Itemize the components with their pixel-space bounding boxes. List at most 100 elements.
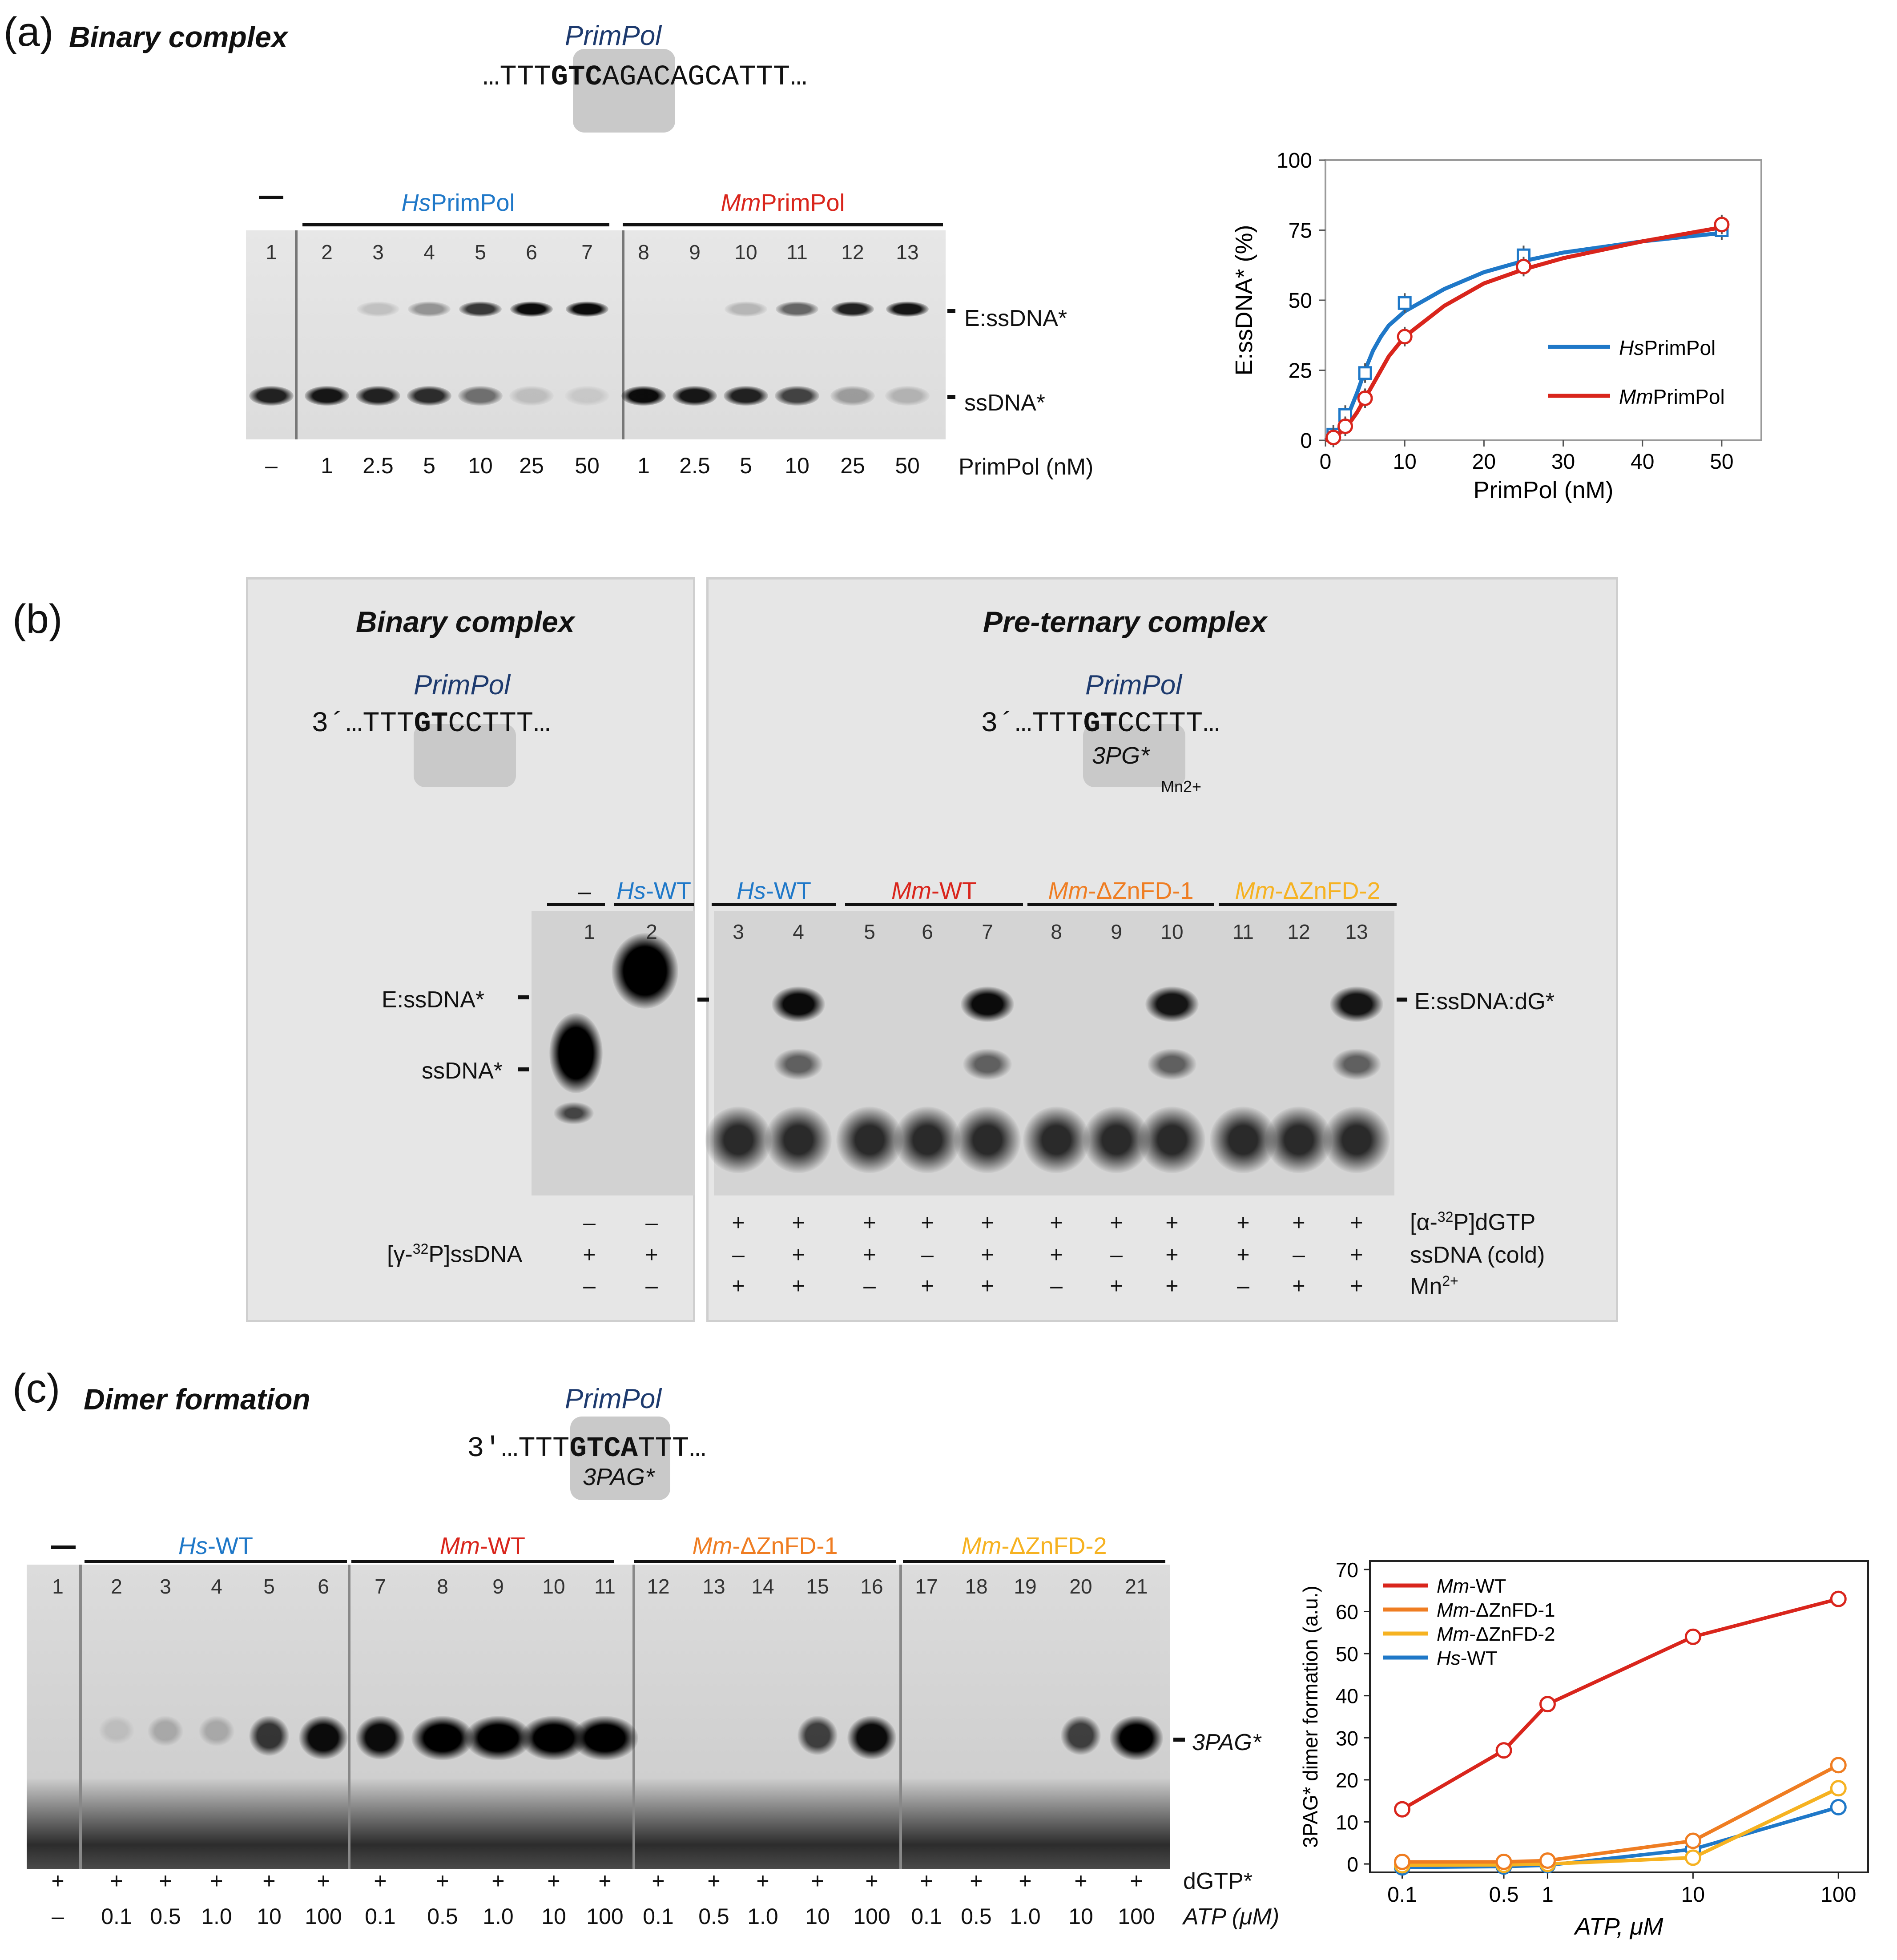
lane-number: 18 xyxy=(965,1575,988,1598)
conc-value: 2.5 xyxy=(679,453,710,478)
gel-band xyxy=(566,302,608,317)
x-tick-label: 0.1 xyxy=(1387,1883,1417,1907)
gel-band xyxy=(621,386,666,406)
atp-value: 0.5 xyxy=(150,1904,181,1929)
band-marker xyxy=(697,998,709,1002)
x-axis-label: PrimPol (nM) xyxy=(1473,477,1613,503)
dgtp-sign: + xyxy=(652,1868,665,1893)
x-tick-label: 10 xyxy=(1393,450,1416,474)
header-bar xyxy=(351,1560,614,1563)
hs-header-bar xyxy=(302,223,609,226)
group-header-mm-wt: Mm-WT xyxy=(440,1533,525,1559)
header-bar xyxy=(85,1560,347,1563)
lane-number: 1 xyxy=(584,920,595,943)
lane-number: 8 xyxy=(638,241,649,264)
atp-value: 10 xyxy=(805,1904,830,1929)
condition-sign: + xyxy=(863,1242,876,1267)
plot-frame xyxy=(1369,1560,1869,1873)
data-point xyxy=(1325,430,1341,446)
group-header-hs-wt: Hs-WT xyxy=(737,877,811,904)
incoming-nucleotide: 3PG* xyxy=(1092,742,1150,769)
conc-value: 5 xyxy=(740,453,752,478)
gel-divider xyxy=(79,1565,82,1869)
condition-sign: – xyxy=(1110,1242,1123,1267)
atp-value: 1.0 xyxy=(747,1904,778,1929)
dgtp-sign: + xyxy=(317,1868,330,1893)
emsa-gel-a: 1 2 3 4 5 6 7 8 9 10 11 12 13 xyxy=(246,230,946,439)
gel-band xyxy=(249,1716,289,1756)
band-label-ternary: E:ssDNA:dG* xyxy=(1414,989,1555,1014)
x-tick-label: 1 xyxy=(1542,1883,1554,1907)
lane-number: 10 xyxy=(1160,920,1184,943)
group-header-znfd1: Mm-ΔZnFD-1 xyxy=(692,1533,838,1559)
lane-number: 12 xyxy=(1287,920,1310,943)
data-point xyxy=(1394,1801,1411,1818)
dimer-gel xyxy=(27,1565,1170,1869)
condition-sign: + xyxy=(1050,1242,1063,1267)
conc-value: 1 xyxy=(321,453,333,478)
condition-sign: – xyxy=(921,1242,934,1267)
gel-band xyxy=(509,386,554,406)
atp-value: 100 xyxy=(305,1904,342,1929)
primpol-label: PrimPol xyxy=(565,20,662,51)
x-tick-label: 20 xyxy=(1472,450,1496,474)
dgtp-sign: + xyxy=(110,1868,123,1893)
data-point xyxy=(1357,390,1373,406)
condition-sign: – xyxy=(732,1242,745,1267)
condition-sign: – xyxy=(1050,1273,1063,1298)
lane-number: 3 xyxy=(733,920,744,943)
condition-sign: + xyxy=(981,1210,994,1235)
lane-number: 16 xyxy=(860,1575,883,1598)
gel-band xyxy=(305,386,349,406)
gel-band xyxy=(1023,1107,1090,1173)
control-header: – xyxy=(578,879,591,905)
gel-band xyxy=(885,386,930,406)
lane-number: 7 xyxy=(581,241,593,264)
gel-divider xyxy=(348,1565,350,1869)
condition-sign: – xyxy=(863,1273,876,1298)
gel-band xyxy=(836,1107,903,1173)
group-header-mm-wt: Mm-WT xyxy=(891,877,977,904)
atp-value: 0.5 xyxy=(698,1904,729,1929)
header-bar xyxy=(1219,903,1397,906)
lane-number: 7 xyxy=(375,1575,386,1598)
manganese-label: Mn2+ xyxy=(1161,777,1202,796)
condition-sign: + xyxy=(921,1273,934,1298)
data-point xyxy=(1830,1780,1847,1797)
atp-value: 100 xyxy=(853,1904,890,1929)
gel-band xyxy=(765,1107,832,1173)
condition-sign: + xyxy=(981,1242,994,1267)
data-point xyxy=(1830,1757,1847,1774)
gel-band xyxy=(847,1716,896,1759)
header-bar xyxy=(634,1560,896,1563)
x-tick-label: 0.5 xyxy=(1489,1883,1519,1907)
y-tick-label: 10 xyxy=(1336,1811,1358,1834)
atp-value: 100 xyxy=(1118,1904,1155,1929)
legend-label: Hs-WT xyxy=(1437,1647,1498,1669)
lane-number: 13 xyxy=(1345,920,1368,943)
group-header-znfd1: Mm-ΔZnFD-1 xyxy=(1048,877,1194,904)
lane-number: 4 xyxy=(793,920,804,943)
x-tick-label: 0 xyxy=(1320,450,1332,474)
data-point xyxy=(1714,217,1730,233)
lane-number: 10 xyxy=(734,241,757,264)
conc-value: 50 xyxy=(895,453,920,478)
condition-sign: + xyxy=(1165,1242,1179,1267)
hs-header: HsPrimPol xyxy=(401,189,515,216)
gel-band xyxy=(1332,1049,1381,1080)
data-point xyxy=(1830,1590,1847,1607)
lane-number: 15 xyxy=(806,1575,829,1598)
lane-number: 17 xyxy=(915,1575,938,1598)
dgtp-sign: + xyxy=(1019,1868,1032,1893)
gel-band xyxy=(831,302,874,317)
condition-sign: + xyxy=(732,1273,745,1298)
gel-band xyxy=(830,386,875,406)
x-tick-label: 50 xyxy=(1710,450,1733,474)
lane-number: 14 xyxy=(751,1575,774,1598)
condition-sign: + xyxy=(645,1242,658,1267)
gel-band xyxy=(299,1716,348,1759)
lane-number: 9 xyxy=(1111,920,1122,943)
gel-band xyxy=(458,386,503,406)
band-marker xyxy=(1173,1738,1185,1742)
lane-number: 11 xyxy=(594,1575,616,1598)
